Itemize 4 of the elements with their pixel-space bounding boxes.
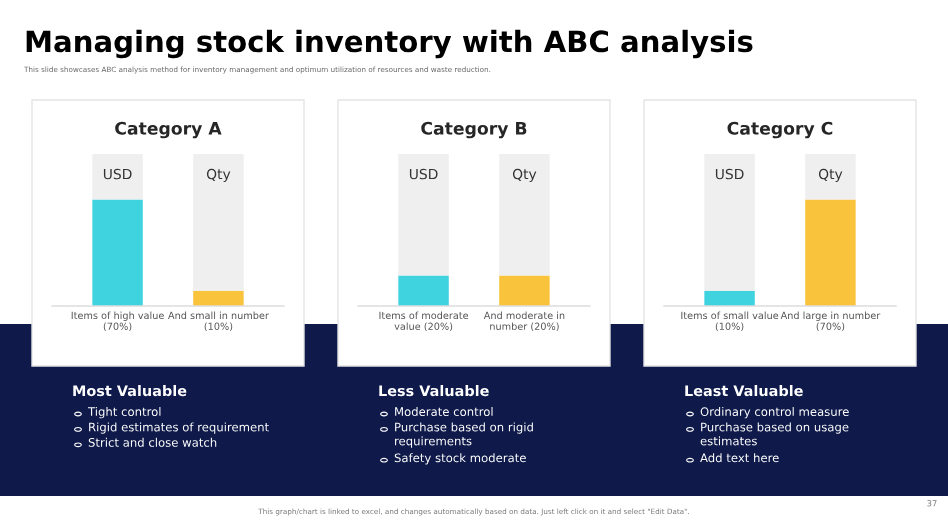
chart-title: Category B	[421, 121, 527, 139]
chart-title: Category A	[115, 121, 222, 139]
text: Managing stock inventory with ABC analysis	[26, 29, 753, 59]
chart-title: Category C	[727, 121, 833, 139]
